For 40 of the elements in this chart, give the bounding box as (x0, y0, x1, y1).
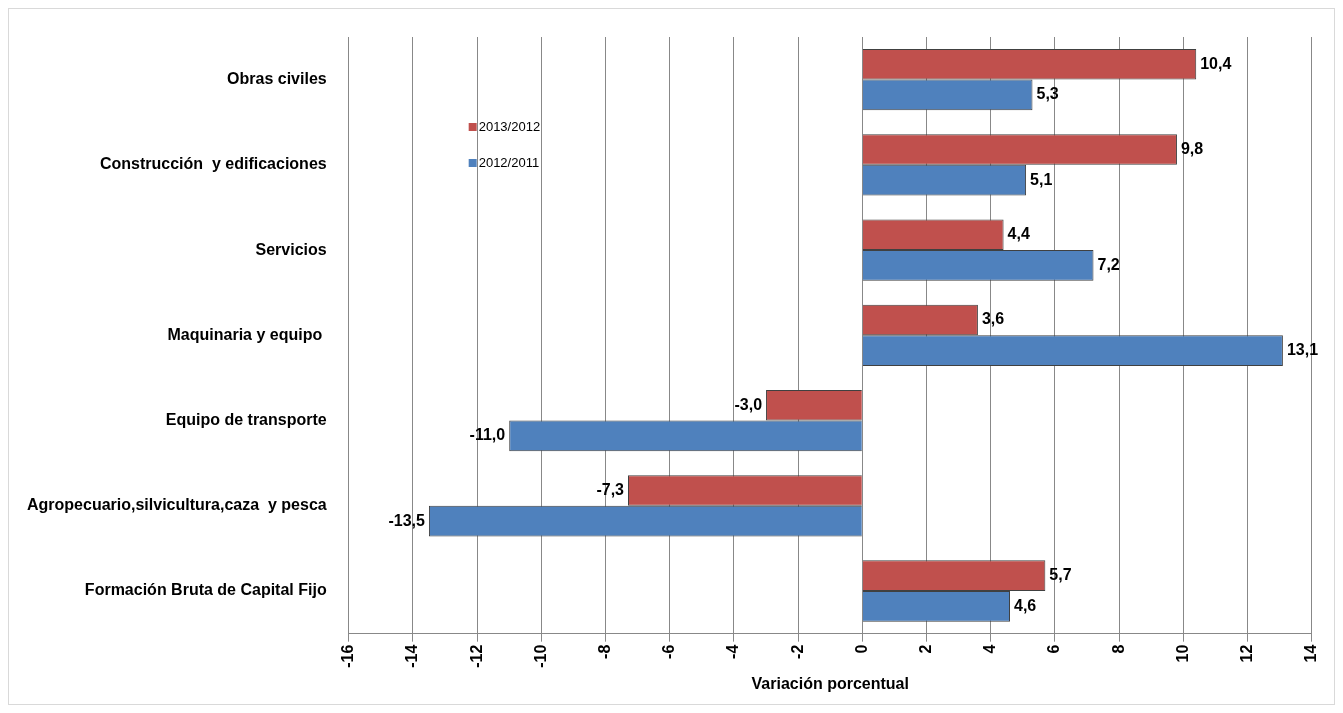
data-label: -7,3 (596, 480, 625, 498)
x-tick-label: 4 (981, 644, 999, 654)
data-label: 5,3 (1036, 85, 1059, 103)
x-tick-label: 0 (852, 644, 870, 654)
y-tick-label: Equipo de transporte (165, 410, 327, 428)
data-label: 5,1 (1030, 170, 1053, 188)
data-label: 9,8 (1180, 139, 1204, 157)
y-tick-label: Agropecuario,silvicultura,caza y pesca (26, 496, 327, 514)
x-tick-label: 2 (916, 644, 934, 654)
legend-label: 2012/2011 (478, 154, 540, 170)
y-tick-label: Formación Bruta de Capital Fijo (84, 581, 327, 599)
x-axis-title: Variación porcentual (751, 674, 909, 692)
data-label: 10,4 (1200, 54, 1232, 72)
x-tick-label: -6 (660, 644, 678, 659)
x-tick-label: -2 (788, 644, 806, 659)
x-tick-label: -16 (339, 644, 357, 668)
x-tick-label: -12 (467, 644, 485, 668)
data-label: 3,6 (981, 310, 1005, 328)
x-tick-label: 10 (1173, 644, 1191, 663)
y-tick-label: Construcción y edificaciones (99, 155, 327, 173)
data-label: 13,1 (1286, 341, 1319, 359)
data-label: 4,4 (1007, 225, 1030, 243)
y-tick-label: Servicios (255, 240, 327, 258)
data-label: 7,2 (1097, 255, 1120, 273)
x-tick-label: 6 (1045, 644, 1063, 654)
x-tick-label: 8 (1109, 644, 1127, 654)
data-label: 4,6 (1014, 596, 1037, 614)
x-tick-label: -4 (724, 644, 742, 659)
x-tick-label: -14 (403, 644, 421, 668)
x-tick-label: 12 (1238, 644, 1255, 663)
x-tick-label: 14 (1302, 644, 1320, 663)
y-tick-label: Maquinaria y equipo (167, 325, 327, 343)
data-label: -11,0 (469, 426, 506, 444)
data-label: -13,5 (388, 511, 426, 529)
data-label: -3,0 (734, 395, 763, 413)
data-label: 5,7 (1049, 566, 1072, 584)
legend-label: 2013/2012 (478, 118, 541, 134)
x-tick-label: -8 (595, 644, 613, 659)
x-tick-label: -10 (531, 644, 549, 668)
y-tick-label: Obras civiles (227, 70, 327, 88)
